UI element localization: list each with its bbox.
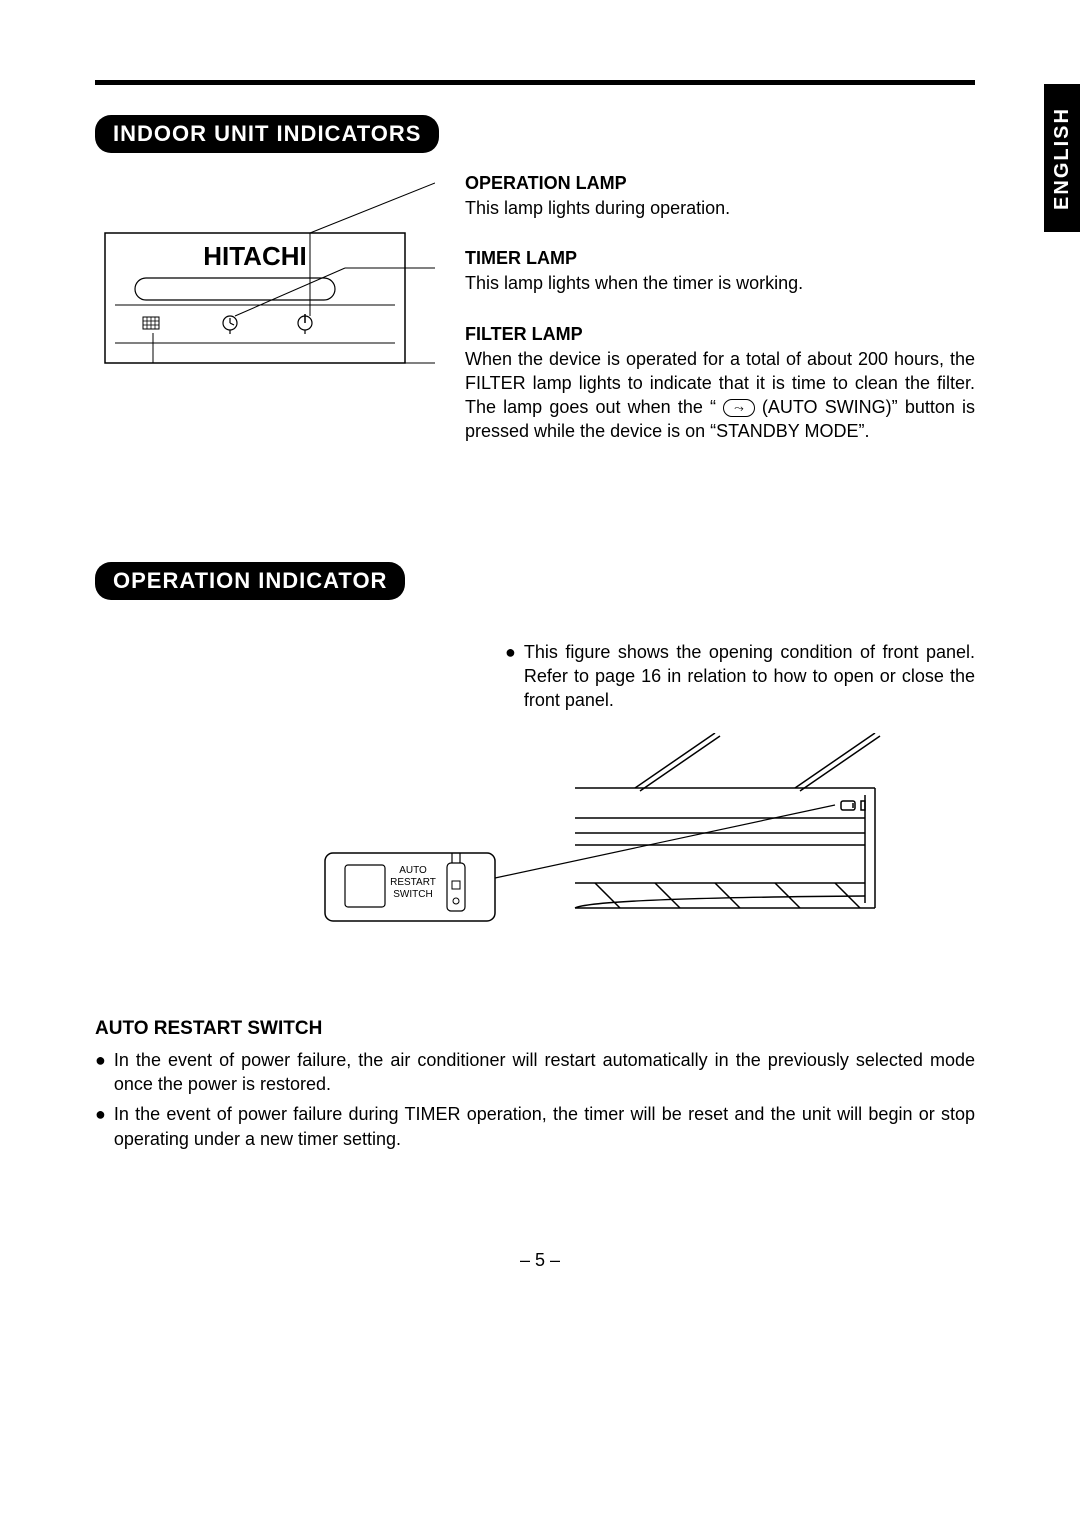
brand-text: HITACHI	[203, 241, 307, 271]
switch-label-3: SWITCH	[393, 889, 432, 900]
operation-note: ● This figure shows the opening conditio…	[505, 640, 975, 713]
switch-label-2: RESTART	[390, 877, 436, 888]
language-tab-text: ENGLISH	[1051, 107, 1074, 210]
bullet-icon: ●	[505, 640, 516, 713]
timer-lamp-text: This lamp lights when the timer is worki…	[465, 271, 975, 295]
indicator-diagram-svg: HITACHI	[95, 173, 435, 383]
indicator-descriptions: OPERATION LAMP This lamp lights during o…	[455, 173, 975, 472]
auto-restart-title: AUTO RESTART SWITCH	[95, 1018, 975, 1040]
filter-lamp-title: FILTER LAMP	[465, 324, 975, 345]
language-tab: ENGLISH	[1044, 84, 1080, 232]
auto-restart-list: ● In the event of power failure, the air…	[95, 1048, 975, 1151]
operation-lamp-text: This lamp lights during operation.	[465, 196, 975, 220]
auto-restart-item-0: In the event of power failure, the air c…	[114, 1048, 975, 1097]
filter-lamp-text: When the device is operated for a total …	[465, 347, 975, 444]
section-auto-restart: AUTO RESTART SWITCH ● In the event of po…	[95, 1018, 975, 1151]
bullet-icon: ●	[95, 1048, 106, 1097]
operation-lamp-title: OPERATION LAMP	[465, 173, 975, 194]
timer-lamp-group: TIMER LAMP This lamp lights when the tim…	[465, 248, 975, 295]
bullet-icon: ●	[95, 1102, 106, 1151]
timer-lamp-title: TIMER LAMP	[465, 248, 975, 269]
auto-restart-item-1: In the event of power failure during TIM…	[114, 1102, 975, 1151]
switch-label-1: AUTO	[399, 865, 427, 876]
operation-lamp-group: OPERATION LAMP This lamp lights during o…	[465, 173, 975, 220]
heading-operation-indicator: OPERATION INDICATOR	[95, 562, 405, 600]
filter-lamp-group: FILTER LAMP When the device is operated …	[465, 324, 975, 444]
auto-swing-icon: ⤳	[723, 399, 755, 417]
list-item: ● In the event of power failure, the air…	[95, 1048, 975, 1097]
page-number: – 5 –	[0, 1250, 1080, 1271]
indicators-block: HITACHI	[95, 173, 975, 472]
section-indoor-unit-indicators: INDOOR UNIT INDICATORS HITACHI	[95, 115, 975, 472]
operation-note-text: This figure shows the opening condition …	[524, 640, 975, 713]
list-item: ● In the event of power failure during T…	[95, 1102, 975, 1151]
top-rule	[95, 80, 975, 85]
section-operation-indicator: OPERATION INDICATOR ● This figure shows …	[95, 562, 975, 968]
page-content: INDOOR UNIT INDICATORS HITACHI	[95, 80, 975, 1157]
operation-diagram-svg: AUTO RESTART SWITCH	[95, 733, 975, 963]
heading-indoor-unit-indicators: INDOOR UNIT INDICATORS	[95, 115, 439, 153]
indicator-diagram: HITACHI	[95, 173, 455, 472]
